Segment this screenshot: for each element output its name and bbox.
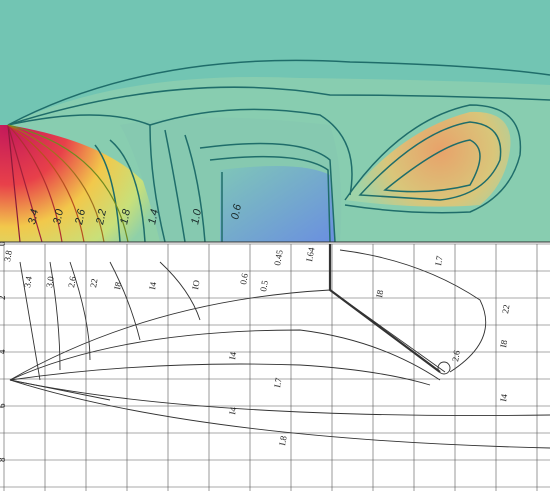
contour-label: 3.4 (26, 208, 41, 225)
contour-label: I.8 (277, 435, 289, 447)
contour-label: 3.0 (51, 207, 66, 225)
y-tick-label: 8 (0, 457, 7, 462)
contour-label: 3.4 (22, 275, 34, 288)
contour-label: 0.6 (238, 272, 250, 285)
contour-label: I4 (227, 351, 238, 361)
contour-label: 1.8 (118, 207, 133, 225)
contour-label: I.64 (304, 246, 316, 262)
contour-label: 0.6 (229, 202, 244, 220)
contour-label: I8 (498, 339, 509, 349)
contours (9, 244, 550, 449)
contour-label: 2.6 (73, 207, 88, 226)
contour-label: 22 (88, 278, 99, 289)
contour-label: I4 (147, 281, 158, 291)
y-tick-label: 6 (0, 403, 7, 408)
contour-label: 0.45 (272, 249, 285, 267)
y-tick-label: 2 (0, 296, 7, 301)
simulation-panel (0, 0, 550, 243)
contour-label: 0.5 (258, 279, 270, 292)
contour-label: 3.0 (44, 275, 56, 288)
contour-label: I4 (498, 393, 509, 403)
contour-label: I.7 (433, 255, 445, 267)
contour-label: 2.6 (66, 275, 78, 288)
contour-label: I8 (112, 281, 123, 291)
experiment-panel (0, 242, 550, 491)
fan-contours (7, 124, 129, 243)
contour-label: I.7 (272, 377, 284, 389)
contour-label: IO (190, 279, 202, 291)
contours (7, 59, 550, 243)
grid (0, 243, 550, 491)
contour-label: 1.0 (189, 207, 204, 225)
contour-label: I4 (227, 406, 238, 416)
contour-label: 3.8 (2, 249, 14, 262)
y-tick-label: 4 (0, 349, 7, 354)
contour-label: 22 (500, 304, 511, 315)
contour-label: 2.2 (94, 208, 109, 226)
low-region (220, 166, 335, 242)
y-tick-label: 0 (0, 241, 7, 246)
contour-label: I8 (374, 289, 385, 299)
contour-label: 1.4 (146, 208, 161, 225)
fan-region (0, 125, 175, 242)
background (0, 242, 550, 491)
contour-label: 2.6 (450, 349, 462, 362)
